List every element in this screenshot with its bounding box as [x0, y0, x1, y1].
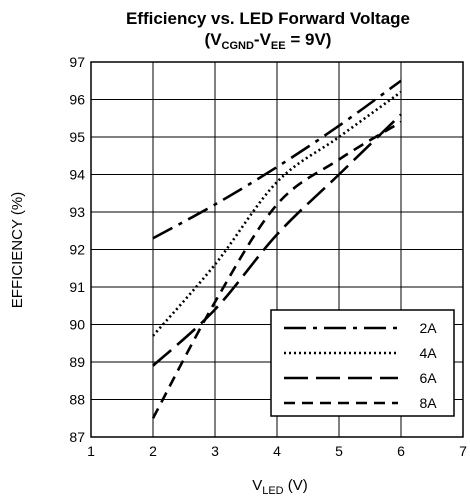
x-axis-label: VLED (V) [252, 477, 308, 497]
subtitle-sub-ee: EE [271, 40, 286, 52]
subtitle-open: (V [205, 30, 223, 49]
series-line-4A [152, 90, 402, 337]
plot-frame [90, 61, 464, 438]
legend-label-4A: 4A [419, 345, 437, 361]
y-tick-label-10: 97 [69, 54, 85, 70]
legend-label-6A: 6A [419, 370, 437, 386]
y-tick-label-3: 90 [69, 317, 85, 333]
x-axis-label-main: V [252, 477, 262, 494]
x-tick-label-4: 5 [335, 443, 343, 459]
legend-label-8A: 8A [419, 395, 437, 411]
x-tick-label-1: 2 [149, 443, 157, 459]
legend: 2A 4A 6A 8A [270, 309, 455, 417]
x-tick-labels: 1 2 3 4 5 6 7 [87, 443, 467, 459]
y-tick-label-6: 93 [69, 204, 85, 220]
y-axis-label: EFFICIENCY (%) [9, 192, 26, 308]
subtitle-close: = 9V) [286, 30, 332, 49]
y-tick-label-1: 88 [69, 392, 85, 408]
x-tick-label-2: 3 [211, 443, 219, 459]
x-tick-label-0: 1 [87, 443, 95, 459]
x-axis-label-sub: LED [262, 485, 283, 497]
x-axis-label-suffix: (V) [284, 477, 308, 494]
legend-label-2A: 2A [419, 320, 437, 336]
y-tick-label-5: 92 [69, 242, 85, 258]
y-tick-label-7: 94 [69, 167, 85, 183]
y-tick-label-0: 87 [69, 429, 85, 445]
y-tick-label-9: 96 [69, 92, 85, 108]
x-tick-label-3: 4 [273, 443, 281, 459]
chart-title: Efficiency vs. LED Forward Voltage [126, 9, 410, 28]
x-tick-label-5: 6 [397, 443, 405, 459]
series-lines [151, 79, 402, 419]
y-tick-label-8: 95 [69, 129, 85, 145]
x-tick-label-6: 7 [459, 443, 467, 459]
chart-subtitle: (VCGND-VEE = 9V) [205, 30, 332, 52]
subtitle-sub-cgnd: CGND [222, 40, 254, 52]
series-line-2A [152, 79, 402, 240]
y-tick-labels: 87 88 89 90 91 92 93 94 95 96 97 [69, 54, 85, 445]
series-line-6A [152, 113, 402, 367]
y-tick-label-4: 91 [69, 279, 85, 295]
series-line-8A [151, 120, 402, 419]
y-tick-label-2: 89 [69, 354, 85, 370]
subtitle-dash: -V [254, 30, 272, 49]
